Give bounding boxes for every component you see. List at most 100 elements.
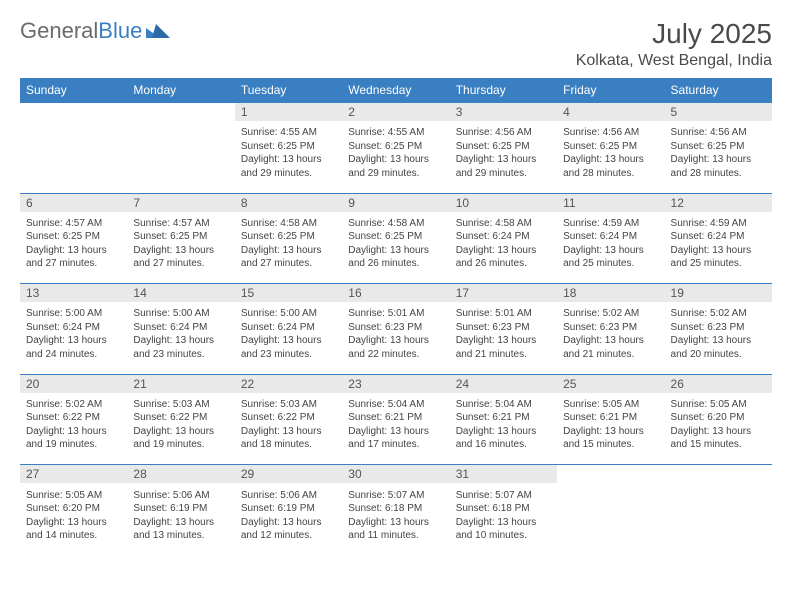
sunset-text: Sunset: 6:24 PM <box>563 230 658 244</box>
daynum-row: 13141516171819 <box>20 284 772 303</box>
daylight-text: Daylight: 13 hours and 16 minutes. <box>456 425 551 452</box>
daylight-text: Daylight: 13 hours and 25 minutes. <box>671 244 766 271</box>
sunrise-text: Sunrise: 5:05 AM <box>563 398 658 412</box>
sunrise-text: Sunrise: 5:05 AM <box>26 489 121 503</box>
day-number-cell: 21 <box>127 374 234 393</box>
content-row: Sunrise: 5:00 AMSunset: 6:24 PMDaylight:… <box>20 302 772 374</box>
day-number-cell: 1 <box>235 103 342 122</box>
sunset-text: Sunset: 6:19 PM <box>133 502 228 516</box>
sunrise-text: Sunrise: 5:06 AM <box>241 489 336 503</box>
daylight-text: Daylight: 13 hours and 18 minutes. <box>241 425 336 452</box>
brand-part2: Blue <box>98 18 142 44</box>
sunrise-text: Sunrise: 5:04 AM <box>456 398 551 412</box>
daylight-text: Daylight: 13 hours and 25 minutes. <box>563 244 658 271</box>
day-content-cell: Sunrise: 4:56 AMSunset: 6:25 PMDaylight:… <box>557 121 664 193</box>
sunset-text: Sunset: 6:25 PM <box>563 140 658 154</box>
sunset-text: Sunset: 6:25 PM <box>348 140 443 154</box>
calendar-body: 12345Sunrise: 4:55 AMSunset: 6:25 PMDayl… <box>20 103 772 556</box>
sunrise-text: Sunrise: 4:58 AM <box>241 217 336 231</box>
day-content-cell: Sunrise: 5:01 AMSunset: 6:23 PMDaylight:… <box>450 302 557 374</box>
daylight-text: Daylight: 13 hours and 22 minutes. <box>348 334 443 361</box>
day-number-cell: 13 <box>20 284 127 303</box>
daylight-text: Daylight: 13 hours and 15 minutes. <box>671 425 766 452</box>
sunset-text: Sunset: 6:25 PM <box>133 230 228 244</box>
day-content-cell: Sunrise: 5:01 AMSunset: 6:23 PMDaylight:… <box>342 302 449 374</box>
day-content-cell: Sunrise: 5:04 AMSunset: 6:21 PMDaylight:… <box>450 393 557 465</box>
sunrise-text: Sunrise: 5:02 AM <box>563 307 658 321</box>
daylight-text: Daylight: 13 hours and 29 minutes. <box>348 153 443 180</box>
day-content-cell: Sunrise: 5:00 AMSunset: 6:24 PMDaylight:… <box>20 302 127 374</box>
day-content-cell <box>20 121 127 193</box>
day-content-cell: Sunrise: 5:04 AMSunset: 6:21 PMDaylight:… <box>342 393 449 465</box>
daylight-text: Daylight: 13 hours and 27 minutes. <box>133 244 228 271</box>
daynum-row: 2728293031 <box>20 465 772 484</box>
day-content-cell: Sunrise: 5:03 AMSunset: 6:22 PMDaylight:… <box>127 393 234 465</box>
daylight-text: Daylight: 13 hours and 26 minutes. <box>348 244 443 271</box>
sunrise-text: Sunrise: 4:56 AM <box>456 126 551 140</box>
day-content-cell: Sunrise: 5:06 AMSunset: 6:19 PMDaylight:… <box>235 483 342 555</box>
sunrise-text: Sunrise: 5:05 AM <box>671 398 766 412</box>
calendar-table: Sunday Monday Tuesday Wednesday Thursday… <box>20 78 772 555</box>
day-number: 31 <box>456 467 469 481</box>
day-number: 14 <box>133 286 146 300</box>
sunrise-text: Sunrise: 5:02 AM <box>671 307 766 321</box>
sunrise-text: Sunrise: 5:01 AM <box>456 307 551 321</box>
day-number: 28 <box>133 467 146 481</box>
sunset-text: Sunset: 6:21 PM <box>348 411 443 425</box>
day-content-cell: Sunrise: 5:00 AMSunset: 6:24 PMDaylight:… <box>235 302 342 374</box>
day-header-row: Sunday Monday Tuesday Wednesday Thursday… <box>20 78 772 103</box>
day-content-cell: Sunrise: 5:02 AMSunset: 6:22 PMDaylight:… <box>20 393 127 465</box>
sunset-text: Sunset: 6:22 PM <box>26 411 121 425</box>
sunrise-text: Sunrise: 4:55 AM <box>348 126 443 140</box>
day-number: 16 <box>348 286 361 300</box>
day-number: 9 <box>348 196 355 210</box>
sunrise-text: Sunrise: 5:00 AM <box>133 307 228 321</box>
sunrise-text: Sunrise: 5:02 AM <box>26 398 121 412</box>
day-number-cell: 12 <box>665 193 772 212</box>
day-number-cell: 19 <box>665 284 772 303</box>
daylight-text: Daylight: 13 hours and 11 minutes. <box>348 516 443 543</box>
sunset-text: Sunset: 6:25 PM <box>348 230 443 244</box>
sunset-text: Sunset: 6:23 PM <box>671 321 766 335</box>
day-number: 21 <box>133 377 146 391</box>
sunset-text: Sunset: 6:18 PM <box>456 502 551 516</box>
location-subtitle: Kolkata, West Bengal, India <box>576 52 772 70</box>
page-header: GeneralBlue July 2025 Kolkata, West Beng… <box>20 18 772 70</box>
day-content-cell: Sunrise: 5:02 AMSunset: 6:23 PMDaylight:… <box>557 302 664 374</box>
day-number-cell: 20 <box>20 374 127 393</box>
day-content-cell: Sunrise: 4:57 AMSunset: 6:25 PMDaylight:… <box>20 212 127 284</box>
sunrise-text: Sunrise: 5:07 AM <box>348 489 443 503</box>
day-number: 13 <box>26 286 39 300</box>
day-content-cell: Sunrise: 5:06 AMSunset: 6:19 PMDaylight:… <box>127 483 234 555</box>
day-number-cell <box>127 103 234 122</box>
day-number: 12 <box>671 196 684 210</box>
sunset-text: Sunset: 6:25 PM <box>241 140 336 154</box>
sunrise-text: Sunrise: 4:55 AM <box>241 126 336 140</box>
day-number: 24 <box>456 377 469 391</box>
day-number-cell: 16 <box>342 284 449 303</box>
day-number: 6 <box>26 196 33 210</box>
sunrise-text: Sunrise: 5:03 AM <box>133 398 228 412</box>
sunrise-text: Sunrise: 4:56 AM <box>563 126 658 140</box>
day-number-cell: 27 <box>20 465 127 484</box>
day-number-cell: 24 <box>450 374 557 393</box>
day-content-cell: Sunrise: 4:57 AMSunset: 6:25 PMDaylight:… <box>127 212 234 284</box>
sunset-text: Sunset: 6:24 PM <box>671 230 766 244</box>
day-number: 3 <box>456 105 463 119</box>
day-number: 19 <box>671 286 684 300</box>
daylight-text: Daylight: 13 hours and 29 minutes. <box>456 153 551 180</box>
day-number-cell: 4 <box>557 103 664 122</box>
daylight-text: Daylight: 13 hours and 20 minutes. <box>671 334 766 361</box>
sunrise-text: Sunrise: 5:06 AM <box>133 489 228 503</box>
day-number-cell: 28 <box>127 465 234 484</box>
day-content-cell: Sunrise: 4:59 AMSunset: 6:24 PMDaylight:… <box>557 212 664 284</box>
day-number: 27 <box>26 467 39 481</box>
day-content-cell: Sunrise: 5:05 AMSunset: 6:20 PMDaylight:… <box>665 393 772 465</box>
sunset-text: Sunset: 6:25 PM <box>456 140 551 154</box>
day-content-cell: Sunrise: 5:05 AMSunset: 6:21 PMDaylight:… <box>557 393 664 465</box>
col-saturday: Saturday <box>665 78 772 103</box>
day-number: 17 <box>456 286 469 300</box>
daylight-text: Daylight: 13 hours and 19 minutes. <box>133 425 228 452</box>
daynum-row: 6789101112 <box>20 193 772 212</box>
day-number-cell: 3 <box>450 103 557 122</box>
